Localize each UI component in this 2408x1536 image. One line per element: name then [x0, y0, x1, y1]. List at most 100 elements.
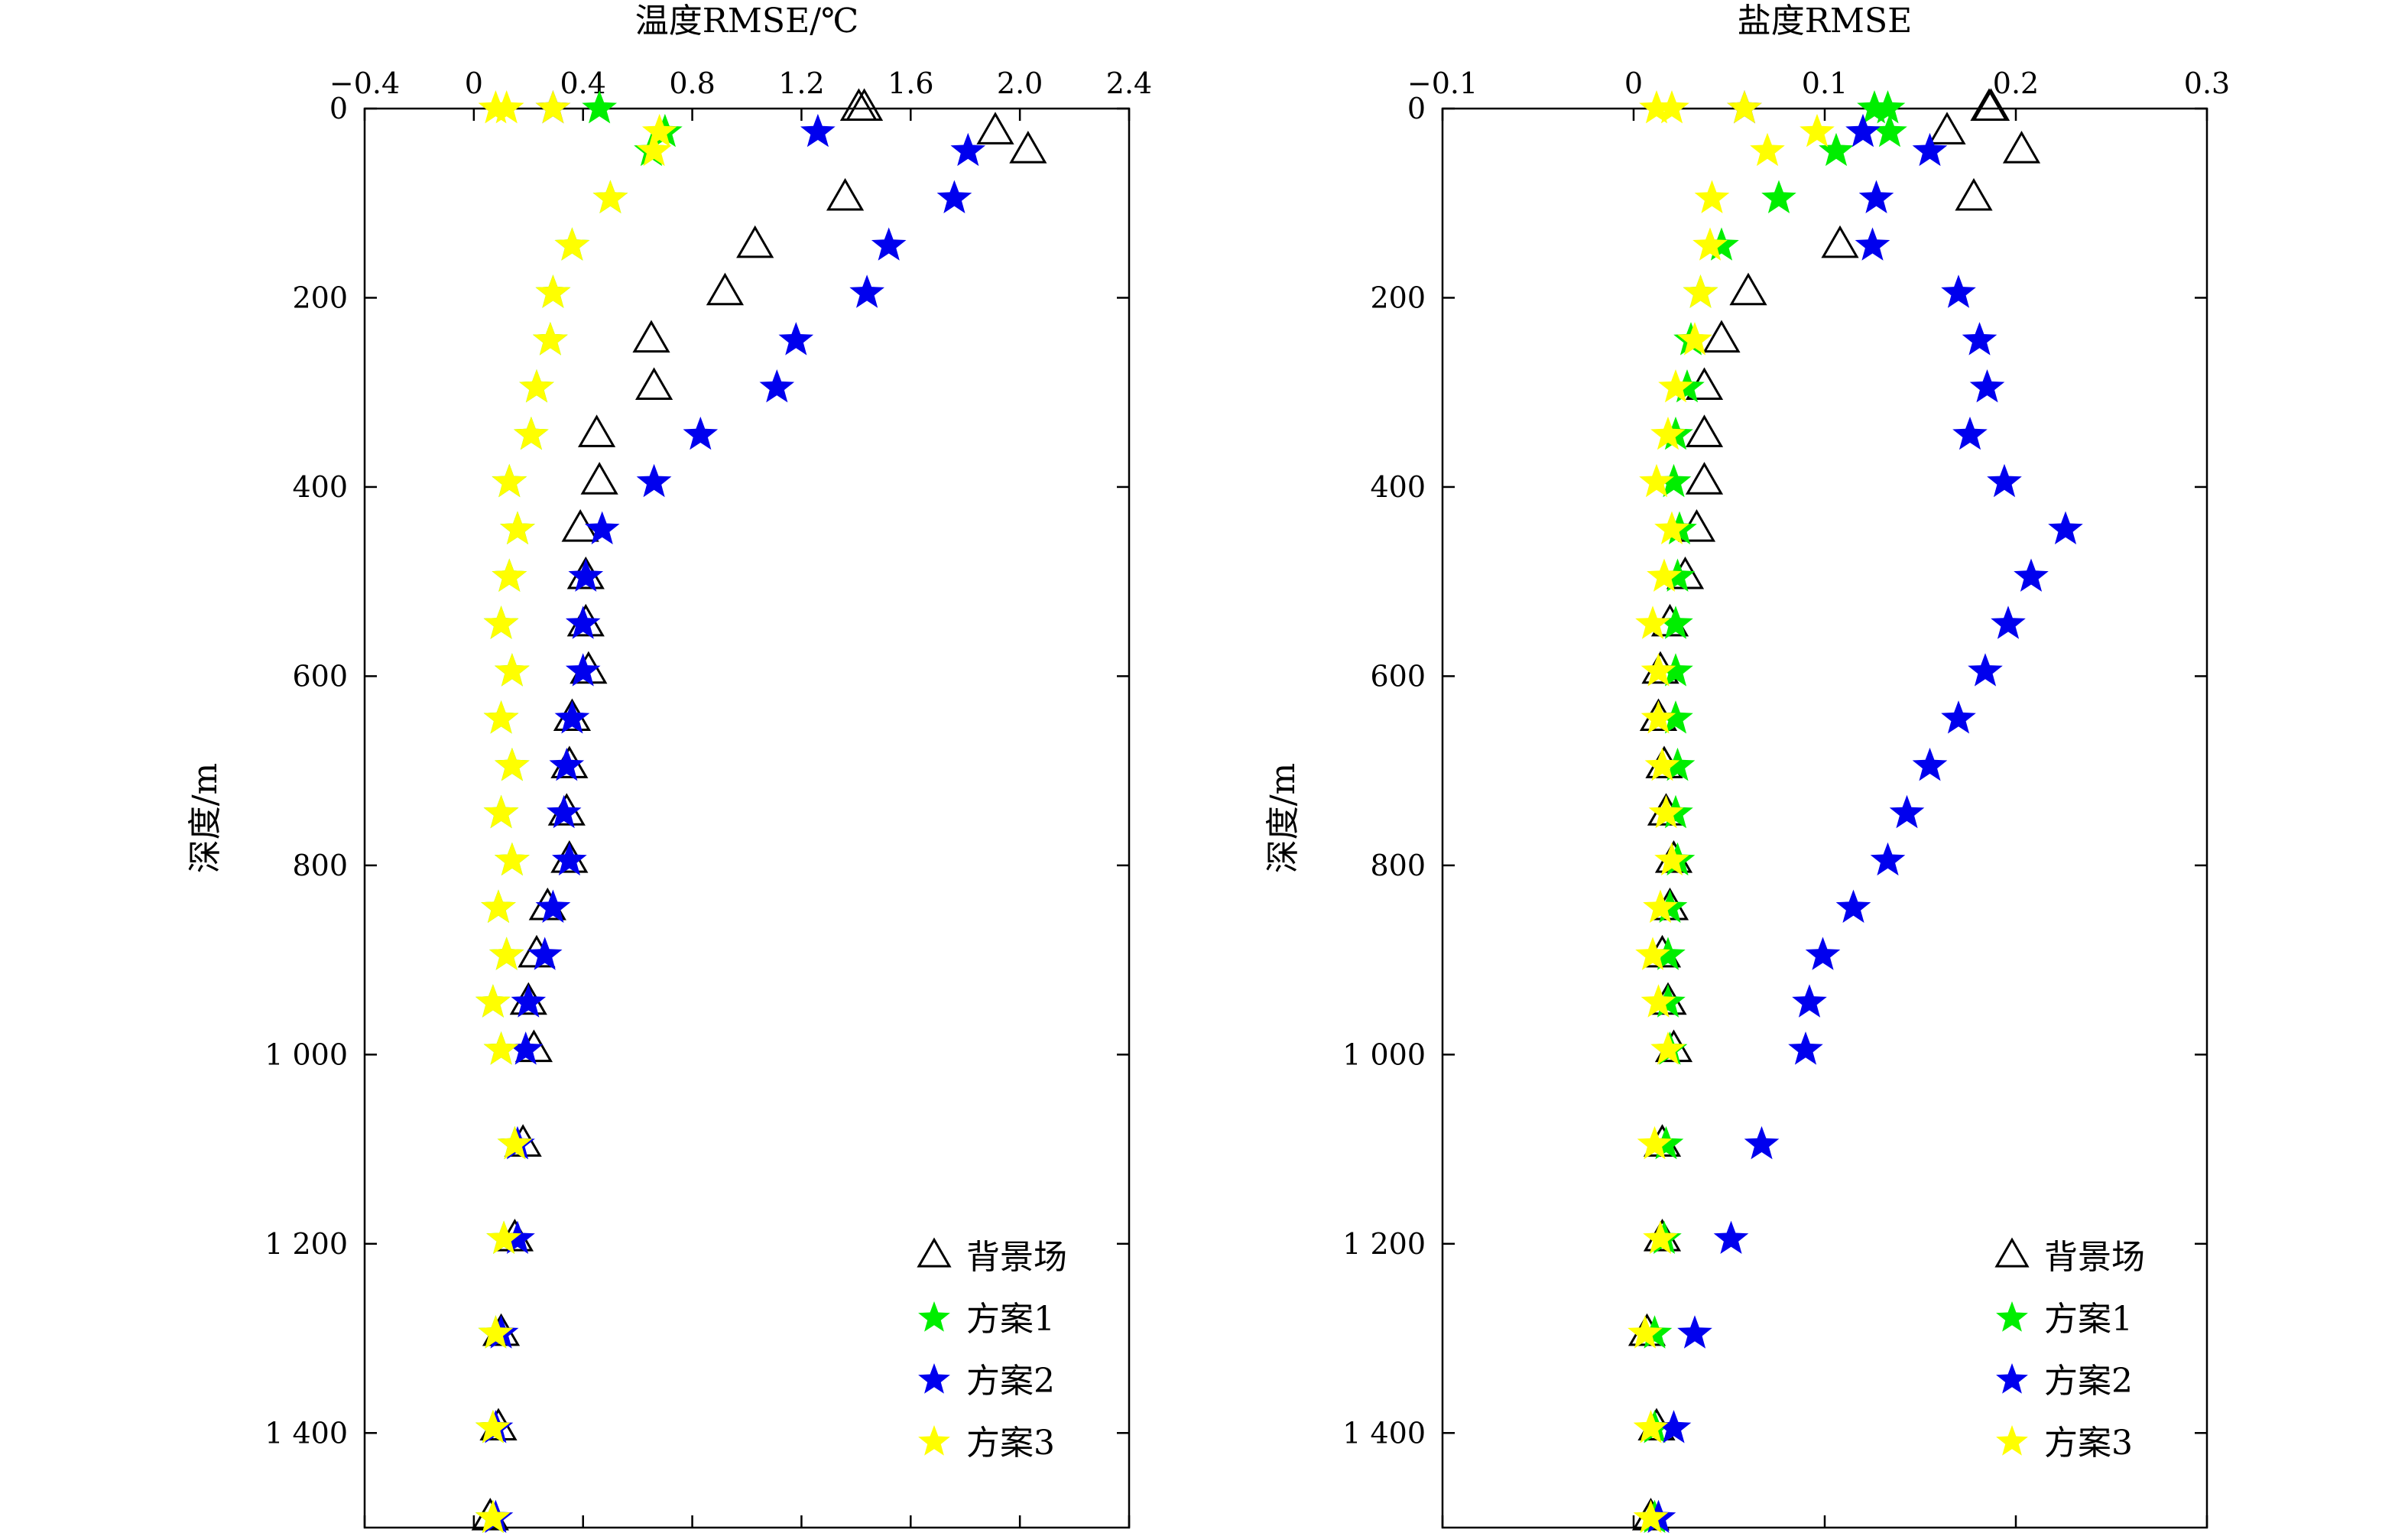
data-point-star	[527, 937, 563, 970]
y-tick-label: 200	[1370, 281, 1426, 314]
data-point-star	[1660, 558, 1696, 592]
data-point-star	[1835, 889, 1871, 923]
data-point-star	[1650, 416, 1686, 450]
data-point-star	[1677, 322, 1712, 356]
y-tick-label: 1 400	[264, 1416, 348, 1450]
x-tick-label: 2.4	[1106, 67, 1152, 100]
data-point-star	[1750, 132, 1785, 167]
data-point-star	[478, 1315, 514, 1349]
data-point-star	[1658, 700, 1693, 734]
data-point-star	[1628, 1315, 1663, 1349]
data-point-star	[554, 700, 590, 734]
data-point-triangle	[1009, 131, 1047, 164]
data-point-star	[483, 606, 519, 639]
data-point-star	[1658, 653, 1693, 687]
x-axis-title: 盐度RMSE	[1738, 2, 1912, 41]
data-point-star	[1639, 90, 1674, 124]
data-point-star	[1744, 1125, 1780, 1160]
legend-star-icon	[918, 1301, 950, 1332]
series-4	[1628, 90, 1835, 1533]
data-point-star	[1635, 937, 1670, 970]
data-point-star	[1648, 794, 1684, 829]
x-tick-label: 0	[1624, 67, 1643, 100]
x-tick-label: 0.1	[1802, 67, 1848, 100]
y-tick-label: 600	[292, 659, 348, 693]
data-point-star	[1656, 463, 1692, 498]
data-point-triangle	[706, 272, 745, 306]
legend-triangle-icon	[1994, 1237, 2030, 1268]
data-point-star	[511, 984, 547, 1018]
x-tick-label: 1.6	[888, 67, 933, 100]
y-tick-label: 1 000	[1342, 1038, 1426, 1071]
data-point-star	[582, 90, 617, 124]
data-point-triangle	[736, 225, 774, 258]
data-point-star	[475, 1410, 511, 1443]
data-point-triangle	[1955, 177, 1993, 211]
legend-star-icon	[1996, 1425, 2028, 1456]
x-tick-label: −0.4	[329, 67, 400, 100]
data-point-star	[759, 369, 795, 403]
data-point-star	[1640, 653, 1676, 687]
data-point-star	[1640, 984, 1676, 1018]
data-point-star	[2014, 558, 2049, 592]
data-point-star	[1633, 1499, 1669, 1533]
data-point-star	[1912, 747, 1948, 781]
data-point-star	[636, 132, 672, 167]
legend-star-icon	[1996, 1301, 2028, 1332]
data-point-star	[1952, 416, 1988, 450]
data-point-star	[535, 90, 571, 124]
data-point-star	[495, 747, 530, 781]
data-point-star	[483, 700, 519, 734]
legend-label: 背景场	[2044, 1238, 2145, 1277]
data-point-star	[1727, 90, 1762, 124]
data-point-star	[1658, 606, 1693, 639]
plot-area	[1628, 88, 2083, 1533]
data-point-star	[871, 227, 907, 261]
x-axis-title: 温度RMSE/℃	[635, 2, 859, 41]
data-point-star	[1654, 90, 1689, 124]
data-point-star	[800, 113, 836, 148]
data-point-star	[1713, 1220, 1749, 1254]
legend-label: 方案3	[2044, 1424, 2133, 1463]
data-point-star	[683, 416, 719, 450]
data-point-star	[1991, 606, 2026, 639]
data-point-star	[481, 889, 516, 923]
data-point-star	[1941, 700, 1976, 734]
data-point-triangle	[1821, 225, 1859, 258]
data-point-triangle	[577, 414, 616, 447]
data-point-star	[1654, 511, 1689, 544]
x-tick-label: 0.2	[1993, 67, 2039, 100]
data-point-star	[554, 227, 590, 261]
data-point-star	[1788, 1031, 1823, 1065]
y-tick-label: 600	[1370, 659, 1426, 693]
data-point-star	[519, 369, 554, 403]
data-point-star	[497, 1125, 533, 1160]
legend-triangle-icon	[917, 1237, 952, 1268]
data-point-star	[1694, 180, 1730, 213]
data-point-star	[1633, 1410, 1669, 1443]
data-point-triangle	[845, 88, 884, 121]
legend-label: 方案2	[966, 1362, 1055, 1401]
data-point-star	[500, 1220, 535, 1254]
data-point-star	[492, 558, 527, 592]
data-point-star	[1643, 1220, 1678, 1254]
data-point-star	[488, 937, 524, 970]
data-point-triangle	[976, 112, 1014, 145]
data-point-star	[778, 322, 814, 356]
data-point-star	[1683, 274, 1718, 308]
data-point-triangle	[1928, 112, 1966, 145]
data-point-star	[1805, 937, 1841, 970]
data-point-star	[1637, 1125, 1673, 1160]
legend-label: 方案1	[2044, 1300, 2133, 1339]
data-point-triangle	[1702, 320, 1741, 353]
legend-label: 方案2	[2044, 1362, 2133, 1401]
data-point-star	[1761, 180, 1796, 213]
data-point-star	[1792, 984, 1827, 1018]
data-point-star	[535, 274, 571, 308]
data-point-triangle	[826, 177, 865, 211]
data-point-star	[492, 463, 527, 498]
x-tick-label: 2.0	[997, 67, 1043, 100]
legend-star-icon	[1996, 1363, 2028, 1394]
